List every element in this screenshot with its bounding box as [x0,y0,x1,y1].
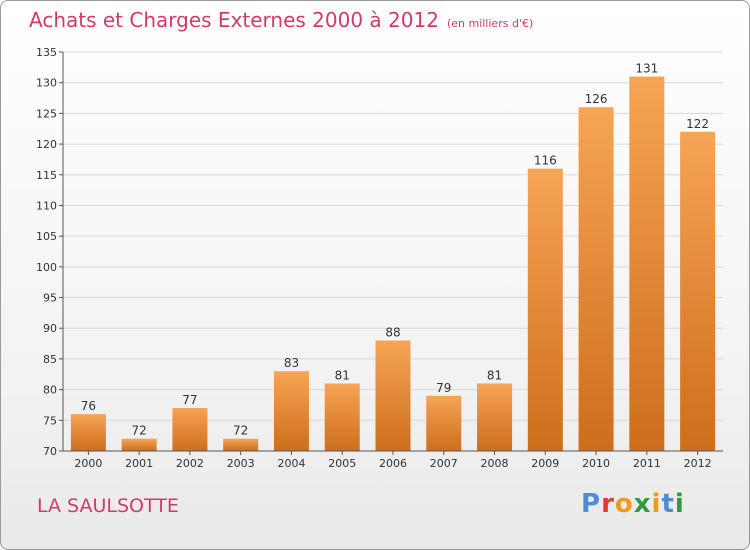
data-label: 122 [686,117,709,131]
y-tick-label: 85 [43,353,57,366]
bar [680,131,716,452]
x-tick-label: 2011 [633,457,661,470]
bar [324,383,360,451]
chart-title-text: Achats et Charges Externes 2000 à 2012 [29,8,439,32]
axes: 70 75 80 85 90 95 100 105 110 115 120 125 130 135 2000… [36,46,723,470]
logo-letter: o [614,489,634,519]
logo-letter: x [633,489,652,519]
proxiti-logo: Proxiti [581,489,685,519]
bar [629,76,665,452]
chart-title: Achats et Charges Externes 2000 à 2012 (e… [29,8,533,32]
data-label: 88 [385,326,400,340]
x-tick-label: 2008 [481,457,509,470]
location-name: LA SAULSOTTE [37,495,179,517]
y-tick-label: 120 [36,138,57,151]
data-label: 81 [335,368,350,382]
chart-unit: (en milliers d'€) [446,17,534,30]
x-tick-label: 2004 [277,457,305,470]
y-tick-label: 80 [43,384,57,397]
y-tick-label: 90 [43,322,57,335]
bar [273,371,309,451]
bar [527,168,563,451]
x-tick-label: 2001 [125,457,153,470]
y-tick-label: 130 [36,77,57,90]
value-labels: 76 72 77 72 83 81 88 79 81 116 126 131 122 [81,62,709,438]
bar [70,414,106,451]
y-tick-label: 115 [36,169,57,182]
logo-letter: i [674,489,685,519]
bar [172,408,208,451]
x-tick-label: 2005 [328,457,356,470]
logo-letter: i [651,489,662,519]
x-tick-label: 2002 [176,457,204,470]
x-tick-label: 2007 [430,457,458,470]
bar [477,383,513,451]
y-tick-label: 100 [36,261,57,274]
data-label: 72 [233,424,248,438]
data-label: 81 [487,368,502,382]
data-label: 77 [182,393,197,407]
logo-letter: P [581,489,602,519]
data-label: 76 [81,399,96,413]
y-tick-label: 125 [36,107,57,120]
y-tick-label: 105 [36,230,57,243]
x-tick-label: 2000 [74,457,102,470]
y-tick-label: 75 [43,414,57,427]
x-tick-label: 2003 [227,457,255,470]
logo-letter: t [661,489,675,519]
bar [375,340,411,451]
bar [426,395,462,451]
bar [223,438,259,451]
x-tick-label: 2010 [582,457,610,470]
data-label: 79 [436,381,451,395]
data-label: 131 [635,62,658,76]
data-label: 126 [585,92,608,106]
bars [70,76,716,452]
y-tick-label: 135 [36,46,57,59]
data-label: 83 [284,356,299,370]
y-tick-label: 95 [43,292,57,305]
logo-letter: r [601,489,615,519]
x-tick-label: 2012 [684,457,712,470]
data-label: 116 [534,154,557,168]
data-label: 72 [132,424,147,438]
bar [578,107,614,451]
y-tick-label: 110 [36,199,57,212]
y-tick-label: 70 [43,445,57,458]
x-tick-label: 2006 [379,457,407,470]
bar [121,438,157,451]
x-tick-label: 2009 [531,457,559,470]
